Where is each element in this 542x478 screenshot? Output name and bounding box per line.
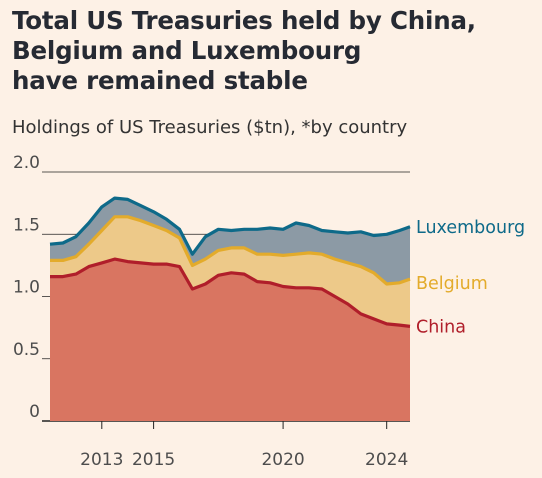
y-tick-label-0: 0 <box>29 402 40 422</box>
chart-title: Total US Treasuries held by China, Belgi… <box>12 6 532 96</box>
x-tick-label-3: 2024 <box>365 450 408 470</box>
series-label-luxembourg: Luxembourg <box>416 218 525 238</box>
x-tick-label-1: 2015 <box>132 450 175 470</box>
y-tick-label-4: 2.0 <box>13 153 40 173</box>
series-label-belgium: Belgium <box>416 274 488 294</box>
y-tick-label-2: 1.0 <box>13 278 40 298</box>
chart-title-line-3: have remained stable <box>12 66 308 95</box>
line-belgium <box>50 215 411 286</box>
series-label-china: China <box>416 317 466 337</box>
x-tick-label-2: 2020 <box>261 450 304 470</box>
line-china <box>50 257 411 328</box>
chart-subtitle: Holdings of US Treasuries ($tn), *by cou… <box>12 117 408 138</box>
y-tick-label-1: 0.5 <box>13 340 40 360</box>
line-luxembourg <box>49 196 411 256</box>
chart-title-line-1: Total US Treasuries held by China, <box>12 6 476 35</box>
chart-title-line-2: Belgium and Luxembourg <box>12 36 362 65</box>
x-tick-label-0: 2013 <box>80 450 123 470</box>
area-china <box>50 259 410 421</box>
y-tick-label-3: 1.5 <box>13 215 40 235</box>
